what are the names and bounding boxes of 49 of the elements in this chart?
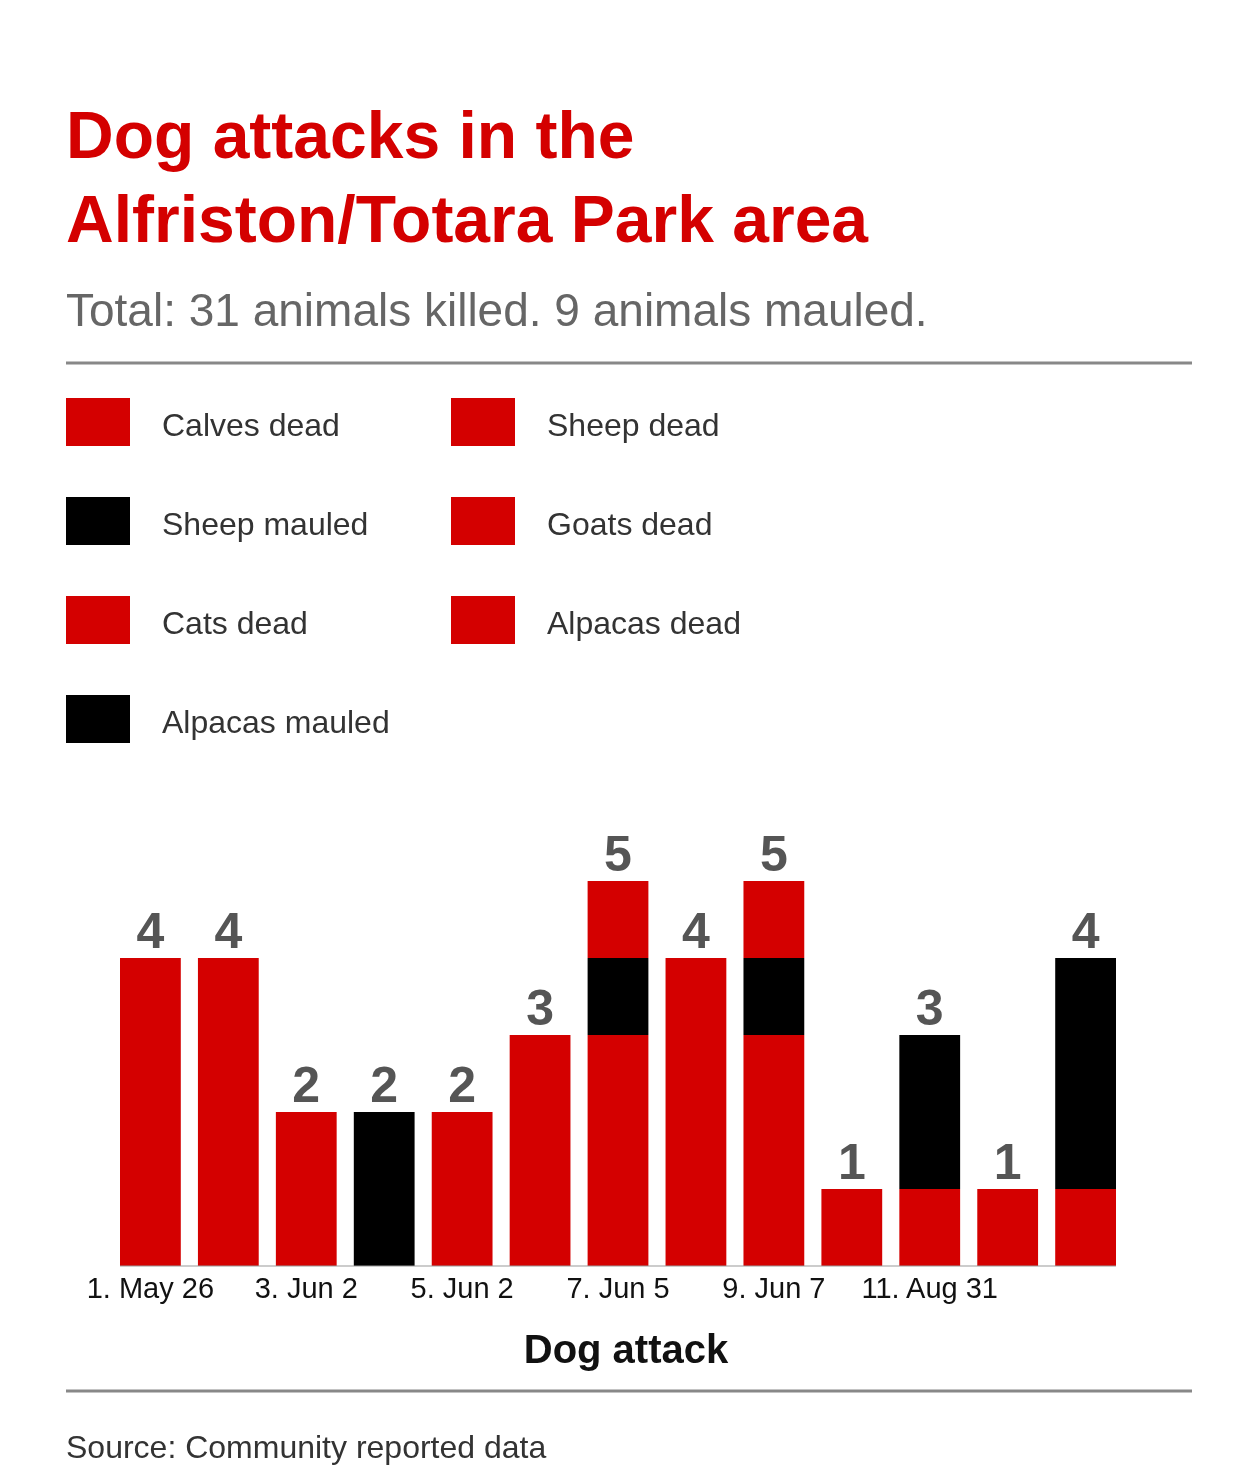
total-label: 4 (214, 903, 243, 959)
total-label: 3 (526, 980, 554, 1036)
legend-label: Sheep dead (547, 407, 720, 443)
bar (821, 1189, 883, 1266)
legend-label: Alpacas dead (547, 605, 741, 641)
total-label: 2 (448, 1057, 477, 1113)
bar (120, 958, 181, 1266)
bar (197, 958, 259, 1266)
legend-label: Calves dead (162, 407, 340, 443)
bar (665, 958, 727, 1266)
bar (587, 1035, 649, 1266)
legend-label: Alpacas mauled (162, 704, 390, 740)
bar (353, 1112, 415, 1266)
legend-label: Goats dead (547, 506, 713, 542)
total-label: 5 (604, 826, 632, 882)
total-label: 3 (915, 980, 944, 1036)
bar (587, 881, 649, 958)
x-tick-label: 1. May 26 (86, 1272, 215, 1304)
bar (899, 1189, 961, 1266)
bar (977, 1189, 1039, 1266)
bar (1055, 958, 1116, 1189)
x-tick-label: 3. Jun 2 (254, 1272, 358, 1304)
bar (1055, 1189, 1116, 1266)
x-tick-label: 11. Aug 31 (861, 1272, 999, 1304)
legend-label: Sheep mauled (162, 506, 369, 542)
bar (743, 1035, 805, 1266)
total-label: 2 (370, 1057, 399, 1113)
bar (899, 1035, 961, 1189)
total-label: 2 (292, 1057, 321, 1113)
total-label: 4 (136, 903, 165, 959)
bar (275, 1112, 337, 1266)
bar (743, 958, 805, 1035)
chart-subtitle: Total: 31 animals killed. 9 animals mauled. (66, 284, 928, 336)
chart-title: Dog attacks in the Alfriston/Totara Park area (66, 98, 870, 256)
x-tick-label: 9. Jun 7 (722, 1272, 826, 1304)
source-note: Source: Community reported data (66, 1429, 547, 1465)
bar (587, 958, 649, 1035)
x-axis-title: Dog attack (523, 1327, 729, 1371)
legend-label: Cats dead (162, 605, 308, 641)
total-label: 5 (759, 826, 788, 882)
x-tick-label: 5. Jun 2 (410, 1272, 514, 1304)
total-label: 4 (682, 903, 711, 959)
bar (509, 1035, 571, 1266)
bar (431, 1112, 493, 1266)
total-label: 4 (1071, 903, 1100, 959)
total-label: 1 (837, 1134, 866, 1190)
total-label: 1 (993, 1134, 1022, 1190)
bar (743, 881, 805, 958)
x-tick-label: 7. Jun 5 (566, 1272, 670, 1304)
